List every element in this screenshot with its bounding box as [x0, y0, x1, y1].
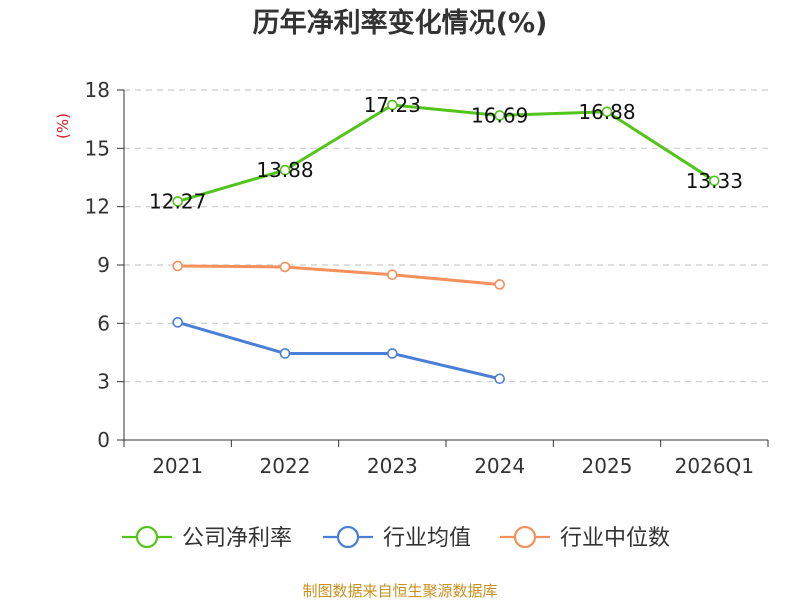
- legend[interactable]: 公司净利率 行业均值 行业中位数: [122, 525, 670, 551]
- data-label: 13.33: [686, 169, 743, 193]
- legend-marker: [336, 525, 360, 549]
- legend-marker: [135, 525, 159, 549]
- series-group: [172, 99, 720, 385]
- legend-label: 行业中位数: [560, 526, 670, 551]
- data-label: 16.88: [578, 100, 635, 124]
- legend-item-0[interactable]: 公司净利率: [122, 525, 292, 551]
- series-line-1: [177, 320, 501, 381]
- series-line-2: [177, 264, 500, 286]
- data-labels: 12.27 13.88 17.23 16.69 16.88 13.33: [149, 93, 743, 213]
- gridlines: [124, 89, 768, 383]
- legend-marker: [513, 525, 537, 549]
- data-point[interactable]: [494, 279, 505, 290]
- axes: 0 3 6 9 12 15 18 2021 2022 2023 2024 2025 2026Q1: [85, 78, 769, 478]
- y-tick-label: 3: [97, 370, 110, 394]
- data-point[interactable]: [172, 196, 183, 207]
- y-axis-label: (%): [54, 113, 72, 139]
- data-point[interactable]: [709, 175, 720, 187]
- data-point[interactable]: [172, 260, 183, 272]
- data-point[interactable]: [279, 164, 291, 176]
- data-label: 17.23: [364, 93, 421, 117]
- y-tick-label: 9: [97, 253, 110, 277]
- x-tick-label: 2025: [582, 454, 633, 478]
- y-tick-label: 18: [85, 78, 110, 102]
- data-label: 12.27: [149, 189, 206, 213]
- x-tick-label: 2023: [367, 454, 418, 478]
- y-tick-label: 12: [85, 195, 110, 219]
- data-point[interactable]: [494, 110, 505, 121]
- x-tick-label: 2024: [474, 454, 525, 478]
- y-tick-label: 6: [97, 311, 110, 335]
- data-label: 16.69: [471, 103, 528, 127]
- data-point[interactable]: [279, 261, 291, 273]
- legend-item-2[interactable]: 行业中位数: [500, 525, 670, 551]
- data-point[interactable]: [387, 348, 398, 359]
- data-point[interactable]: [601, 106, 613, 118]
- data-point[interactable]: [279, 348, 291, 359]
- data-point[interactable]: [387, 269, 398, 281]
- x-tick-label: 2022: [260, 454, 311, 478]
- x-tick-label: 2026Q1: [675, 454, 754, 478]
- data-point[interactable]: [494, 373, 505, 385]
- chart-title: 历年净利率变化情况(%): [253, 7, 548, 39]
- legend-label: 行业均值: [383, 526, 471, 551]
- source-note: 制图数据来自恒生聚源数据库: [302, 582, 497, 600]
- data-point[interactable]: [387, 99, 398, 111]
- y-tick-label: 15: [85, 136, 110, 160]
- data-point[interactable]: [172, 317, 183, 328]
- legend-label: 公司净利率: [182, 526, 292, 551]
- series-line-0: [177, 103, 716, 203]
- legend-item-1[interactable]: 行业均值: [323, 525, 471, 551]
- x-tick-label: 2021: [152, 454, 203, 478]
- y-tick-label: 0: [97, 428, 110, 452]
- data-label: 13.88: [256, 158, 313, 182]
